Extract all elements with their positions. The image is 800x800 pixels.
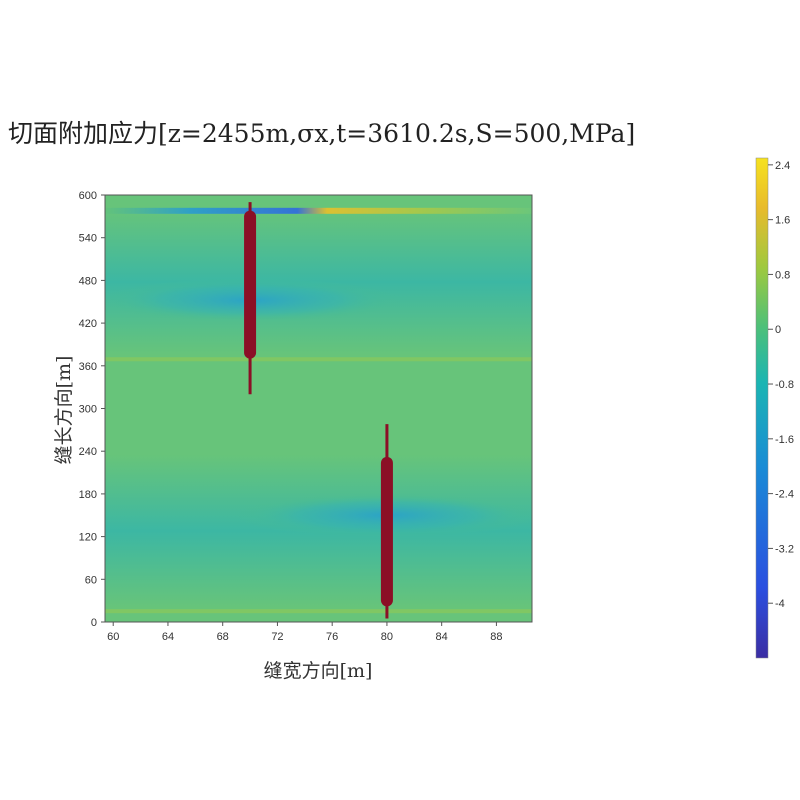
x-tick-label: 76 — [326, 631, 338, 643]
y-tick-label: 60 — [85, 574, 97, 586]
colorbar-tick-label: 0 — [775, 324, 781, 336]
heatmap-plot-area — [105, 195, 532, 622]
x-tick-label: 80 — [381, 631, 393, 643]
y-tick-label: 480 — [79, 275, 97, 287]
colorbar-tick-label: -0.8 — [775, 379, 794, 391]
x-tick-label: 88 — [490, 631, 502, 643]
y-tick-label: 120 — [79, 532, 97, 544]
chart-title: 切面附加应力[z=2455m,σx,t=3610.2s,S=500,MPa] — [8, 119, 636, 148]
colorbar-tick-label: 1.6 — [775, 215, 790, 227]
colorbar-tick-label: 2.4 — [775, 160, 790, 172]
y-tick-label: 180 — [79, 489, 97, 501]
x-tick-label: 60 — [107, 631, 119, 643]
y-tick-label: 0 — [91, 617, 97, 629]
fracture-body — [380, 456, 393, 607]
y-tick-label: 300 — [79, 404, 97, 416]
fracture-markers — [244, 202, 393, 619]
y-tick-label: 600 — [79, 190, 97, 202]
x-tick-label: 64 — [162, 631, 174, 643]
y-tick-label: 540 — [79, 233, 97, 245]
colorbar-tick-label: -4 — [775, 598, 785, 610]
y-tick-label: 360 — [79, 361, 97, 373]
y-tick-label: 240 — [79, 446, 97, 458]
x-axis-ticks: 60 64 68 72 76 80 84 88 — [107, 622, 503, 643]
colorbar-gradient — [755, 157, 769, 659]
x-tick-label: 68 — [217, 631, 229, 643]
colorbar-tick-label: -2.4 — [775, 489, 794, 501]
y-axis-label: 缝长方向[m] — [53, 356, 75, 465]
colorbar-tick-label: -3.2 — [775, 543, 794, 555]
stress-stripe — [105, 609, 532, 614]
stress-stripe — [105, 207, 532, 214]
x-tick-label: 84 — [436, 631, 448, 643]
x-axis-label: 缝宽方向[m] — [264, 660, 373, 682]
x-tick-label: 72 — [271, 631, 283, 643]
fracture-body — [244, 210, 257, 359]
y-axis-ticks: 0 60 120 180 240 300 360 420 480 540 600 — [79, 190, 105, 629]
stress-stripe — [105, 357, 532, 362]
colorbar-tick-label: 0.8 — [775, 269, 790, 281]
colorbar: 2.4 1.6 0.8 0 -0.8 -1.6 -2.4 -3.2 -4 — [755, 157, 794, 659]
colorbar-ticks: 2.4 1.6 0.8 0 -0.8 -1.6 -2.4 -3.2 -4 — [768, 160, 794, 610]
colorbar-tick-label: -1.6 — [775, 434, 794, 446]
y-tick-label: 420 — [79, 318, 97, 330]
